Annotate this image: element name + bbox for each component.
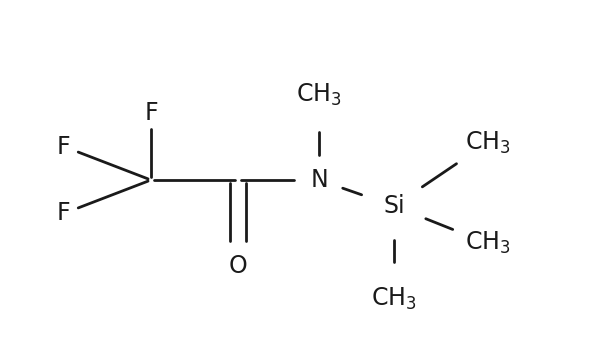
Text: CH$_3$: CH$_3$ xyxy=(371,286,416,312)
Text: CH$_3$: CH$_3$ xyxy=(296,81,342,108)
Text: F: F xyxy=(57,202,70,225)
Text: Si: Si xyxy=(383,194,405,218)
Text: CH$_3$: CH$_3$ xyxy=(465,130,510,156)
Text: F: F xyxy=(144,101,157,125)
Text: N: N xyxy=(310,168,328,192)
Text: F: F xyxy=(57,135,70,158)
Text: CH$_3$: CH$_3$ xyxy=(465,230,510,256)
Text: O: O xyxy=(229,253,248,278)
